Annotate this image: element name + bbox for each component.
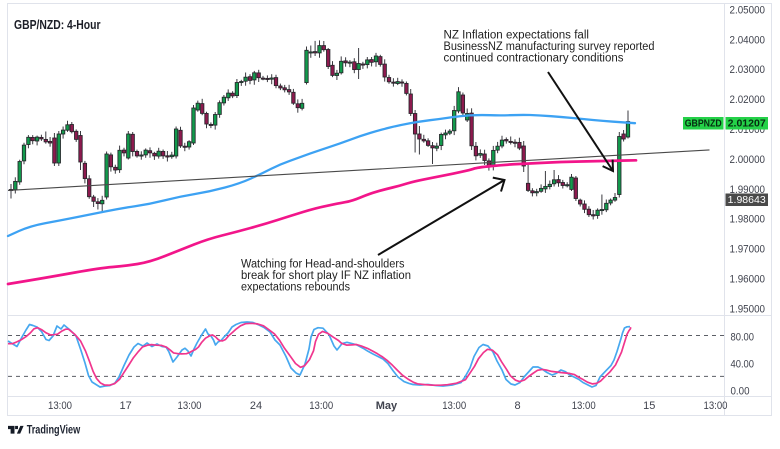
svg-text:1.99000: 1.99000 xyxy=(730,184,766,196)
svg-text:13:00: 13:00 xyxy=(572,400,596,412)
svg-text:1.95000: 1.95000 xyxy=(730,303,766,315)
svg-text:13:00: 13:00 xyxy=(442,400,466,412)
svg-text:13:00: 13:00 xyxy=(178,400,202,412)
svg-text:May: May xyxy=(376,400,398,412)
svg-text:TradingView: TradingView xyxy=(27,422,81,436)
svg-text:1.96000: 1.96000 xyxy=(730,274,766,286)
svg-text:17: 17 xyxy=(119,400,131,412)
svg-text:13:00: 13:00 xyxy=(704,400,728,412)
svg-text:2.03000: 2.03000 xyxy=(730,64,766,76)
svg-text:15: 15 xyxy=(643,400,655,412)
svg-text:1.98000: 1.98000 xyxy=(730,214,766,226)
svg-text:24: 24 xyxy=(250,400,262,412)
svg-text:BusinessNZ manufacturing surve: BusinessNZ manufacturing survey reported xyxy=(444,41,655,53)
svg-text:GBPNZD: GBPNZD xyxy=(685,118,722,130)
svg-text:expectations rebounds: expectations rebounds xyxy=(241,282,350,294)
svg-text:8: 8 xyxy=(515,400,521,412)
svg-text:40.00: 40.00 xyxy=(731,359,755,371)
svg-text:1.97000: 1.97000 xyxy=(730,244,766,256)
svg-text:2.01207: 2.01207 xyxy=(728,118,766,130)
svg-text:2.04000: 2.04000 xyxy=(730,34,766,46)
svg-text:13:00: 13:00 xyxy=(48,400,72,412)
svg-text:80.00: 80.00 xyxy=(731,332,755,344)
svg-text:2.05000: 2.05000 xyxy=(730,4,766,16)
svg-text:GBP/NZD: 4-Hour: GBP/NZD: 4-Hour xyxy=(14,17,101,32)
svg-text:Watching for Head-and-shoulder: Watching for Head-and-shoulders xyxy=(241,259,405,271)
svg-text:break for short play IF NZ inf: break for short play IF NZ inflation xyxy=(241,270,411,282)
svg-text:2.02000: 2.02000 xyxy=(730,94,766,106)
svg-text:2.00000: 2.00000 xyxy=(730,154,766,166)
svg-text:1.98643: 1.98643 xyxy=(728,194,766,206)
svg-text:NZ Inflation expectations fall: NZ Inflation expectations fall xyxy=(444,30,590,42)
svg-text:0.00: 0.00 xyxy=(731,385,750,397)
svg-text:13:00: 13:00 xyxy=(309,400,333,412)
svg-text:continued contractionary condi: continued contractionary conditions xyxy=(444,53,624,65)
